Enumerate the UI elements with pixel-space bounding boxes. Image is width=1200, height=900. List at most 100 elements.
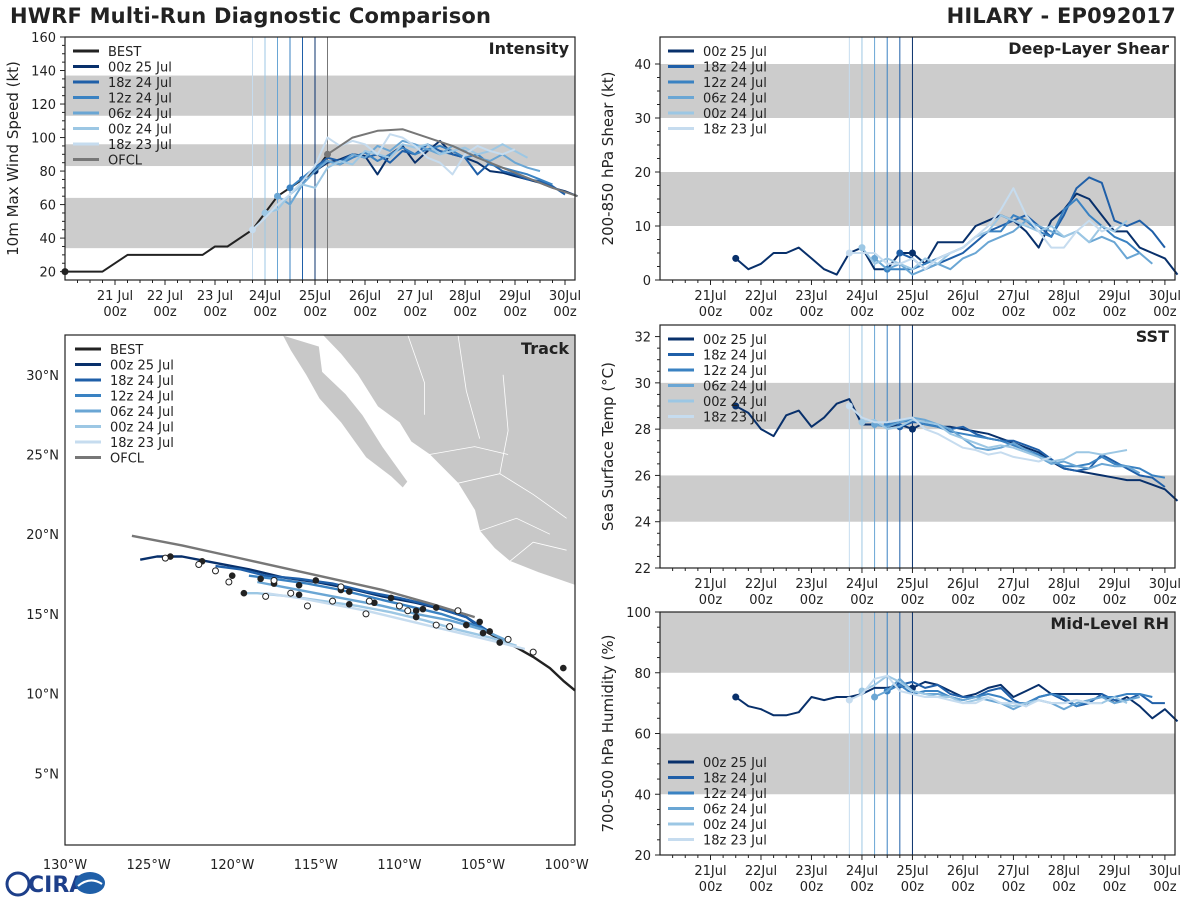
page-title: HWRF Multi-Run Diagnostic Comparison bbox=[10, 4, 492, 28]
x-tick-label: 00z bbox=[1103, 305, 1127, 320]
legend-entry: 06z 24 Jul bbox=[703, 803, 767, 818]
intensity-band bbox=[65, 75, 575, 116]
storm-id: HILARY - EP092017 bbox=[946, 4, 1176, 28]
state-border bbox=[509, 541, 567, 562]
x-tick-label: 00z bbox=[1002, 305, 1026, 320]
y-tick-label: 120 bbox=[31, 98, 56, 113]
y-tick-label: 25°N bbox=[26, 449, 59, 464]
track-position-marker-open bbox=[454, 607, 462, 615]
x-tick-label: 30Jul bbox=[1149, 577, 1181, 592]
track-position-marker bbox=[345, 601, 353, 608]
x-tick-label: 00z bbox=[453, 305, 477, 320]
track-position-marker-open bbox=[529, 648, 537, 656]
y-tick-label: 24 bbox=[634, 516, 651, 531]
legend-entry: 00z 25 Jul bbox=[703, 756, 767, 771]
track-line-06z-24-jul bbox=[257, 580, 509, 643]
x-tick-label: 00z bbox=[749, 880, 773, 895]
series-line-18z-23-jul bbox=[849, 187, 1115, 271]
track-position-marker bbox=[257, 575, 264, 583]
x-tick-label: 00z bbox=[951, 880, 975, 895]
track-line-ofcl bbox=[131, 534, 476, 619]
y-tick-label: 20 bbox=[39, 266, 56, 281]
x-tick-label: 29Jul bbox=[1098, 864, 1130, 879]
track-position-marker-open bbox=[329, 597, 337, 605]
state-border bbox=[479, 517, 551, 535]
track-position-marker bbox=[412, 607, 420, 615]
legend-entry: 18z 23 Jul bbox=[703, 123, 767, 138]
series-start-marker bbox=[274, 192, 281, 200]
legend-entry: 18z 23 Jul bbox=[110, 436, 174, 451]
track-position-marker-open bbox=[287, 589, 295, 597]
shear-band bbox=[660, 64, 1175, 118]
legend-entry: 18z 24 Jul bbox=[110, 374, 174, 389]
track-position-marker bbox=[496, 639, 504, 646]
y-tick-label: 40 bbox=[634, 788, 651, 803]
legend-entry: 18z 23 Jul bbox=[108, 138, 172, 153]
x-tick-label: 00z bbox=[1153, 593, 1177, 608]
track-position-marker-open bbox=[395, 602, 403, 610]
track-position-marker-open bbox=[365, 597, 373, 605]
y-tick-label: 20 bbox=[634, 849, 651, 864]
legend-entry: 00z 24 Jul bbox=[703, 107, 767, 122]
x-tick-label: 26Jul bbox=[947, 864, 979, 879]
state-border bbox=[457, 334, 481, 439]
y-tick-label: 60 bbox=[634, 728, 651, 743]
track-position-marker-open bbox=[211, 567, 219, 575]
track-position-marker bbox=[345, 588, 353, 595]
series-start-marker bbox=[871, 693, 879, 701]
series-line-00z-25-jul bbox=[912, 680, 1179, 723]
y-tick-label: 15°N bbox=[26, 608, 59, 623]
legend-entry: 00z 24 Jul bbox=[703, 818, 767, 833]
x-tick-label: 00z bbox=[1052, 880, 1076, 895]
sst-title: SST bbox=[1136, 327, 1169, 346]
x-tick-label: 00z bbox=[1103, 880, 1127, 895]
x-tick-label: 00z bbox=[850, 593, 874, 608]
y-tick-label: 10 bbox=[634, 220, 651, 235]
track-position-marker-open bbox=[504, 635, 512, 643]
x-tick-label: 00z bbox=[503, 305, 527, 320]
series-line-12z-24-jul bbox=[887, 198, 1141, 271]
track-position-marker bbox=[228, 572, 236, 579]
x-tick-label: 00z bbox=[699, 880, 723, 895]
series-start-marker bbox=[286, 184, 294, 192]
x-tick-label: 26Jul bbox=[947, 289, 979, 304]
x-tick-label: 22Jul bbox=[745, 864, 777, 879]
x-tick-label: 23Jul bbox=[795, 289, 827, 304]
x-tick-label: 00z bbox=[203, 305, 227, 320]
track-position-marker-open bbox=[270, 576, 278, 584]
y-tick-label: 26 bbox=[634, 469, 651, 484]
x-tick-label: 30Jul bbox=[549, 289, 581, 304]
legend-entry: 00z 25 Jul bbox=[110, 359, 174, 374]
legend-entry: 18z 24 Jul bbox=[703, 772, 767, 787]
y-tick-label: 40 bbox=[634, 58, 651, 73]
legend-entry: 06z 24 Jul bbox=[703, 380, 767, 395]
x-tick-label: 25Jul bbox=[896, 289, 928, 304]
series-line-best bbox=[735, 683, 913, 717]
legend-entry: 06z 24 Jul bbox=[703, 92, 767, 107]
track-position-marker bbox=[240, 589, 248, 597]
x-tick-label: 24Jul bbox=[249, 289, 281, 304]
legend-entry: 06z 24 Jul bbox=[110, 405, 174, 420]
y-tick-label: 10°N bbox=[26, 688, 59, 703]
track-position-marker-open bbox=[161, 554, 169, 562]
sst-band bbox=[660, 475, 1175, 522]
series-start-marker bbox=[845, 696, 853, 704]
legend-entry: 12z 24 Jul bbox=[703, 364, 767, 379]
x-tick-label: 00z bbox=[303, 305, 327, 320]
intensity-frame bbox=[64, 36, 576, 281]
shear-panel: 01020304021Jul00z22Jul00z23Jul00z24Jul00… bbox=[599, 36, 1181, 320]
track-position-marker bbox=[463, 621, 470, 629]
series-line-best bbox=[735, 246, 913, 276]
track-position-marker-open bbox=[432, 621, 440, 629]
y-tick-label: 80 bbox=[39, 165, 56, 180]
logo-ring bbox=[5, 871, 31, 897]
series-line-ofcl bbox=[326, 128, 578, 198]
track-position-marker bbox=[559, 664, 567, 672]
sst-ylabel: Sea Surface Temp (°C) bbox=[599, 362, 617, 531]
shear-title: Deep-Layer Shear bbox=[1008, 39, 1169, 58]
x-tick-label: 30Jul bbox=[1149, 289, 1181, 304]
y-tick-label: 20°N bbox=[26, 528, 59, 543]
x-tick-label: 23Jul bbox=[795, 577, 827, 592]
x-tick-label: 30Jul bbox=[1149, 864, 1181, 879]
x-tick-label: 27Jul bbox=[997, 864, 1029, 879]
